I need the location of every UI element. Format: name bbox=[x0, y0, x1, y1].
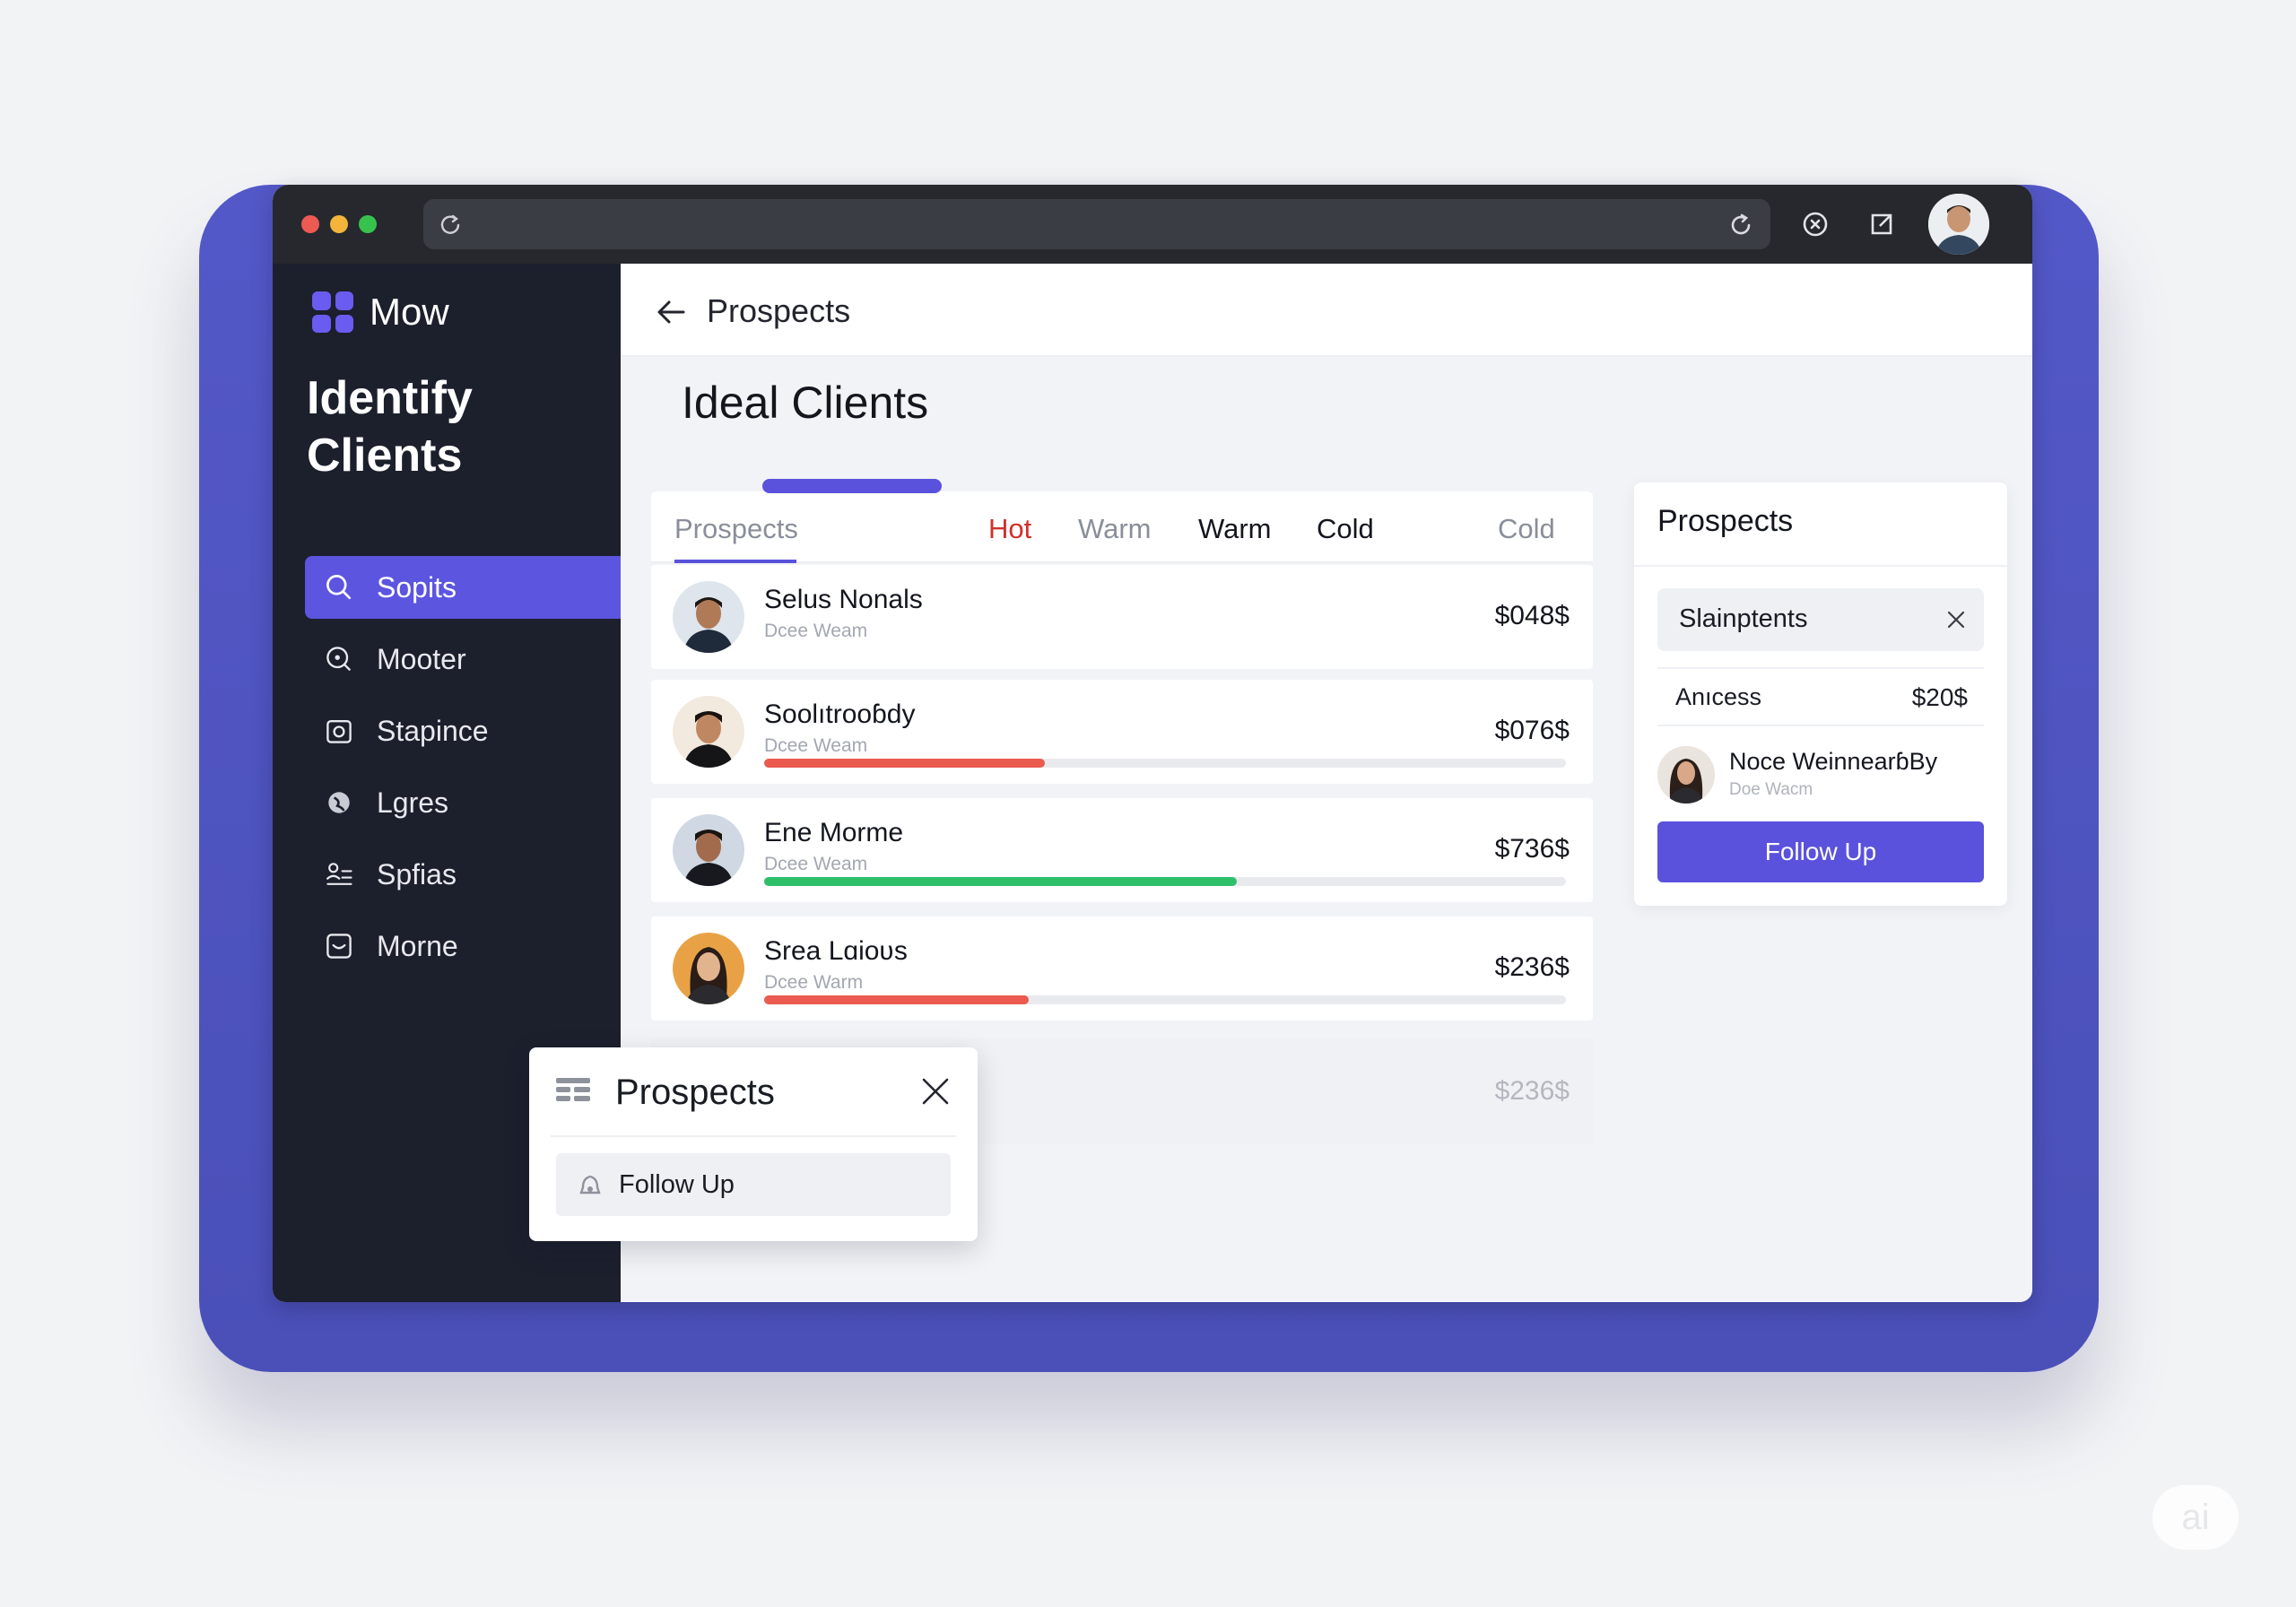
selected-prospect[interactable]: Noce WeinnearɓBy Doe Wacm bbox=[1657, 743, 1984, 805]
sidebar-item-label: Spfias bbox=[377, 857, 457, 890]
action-label: Follow Up bbox=[619, 1170, 735, 1199]
search-value: Slainptents bbox=[1679, 604, 1808, 633]
divider bbox=[551, 1135, 956, 1137]
sidebar-item-sopits[interactable]: Sopits bbox=[305, 556, 621, 619]
tab-indicator bbox=[762, 479, 942, 493]
divider bbox=[1634, 565, 2007, 567]
watermark-logo: ai bbox=[2152, 1485, 2239, 1550]
refresh-icon[interactable] bbox=[1727, 212, 1754, 239]
table-row[interactable]: Ene Morme Dcee Weam $736$ bbox=[651, 798, 1593, 902]
prospect-amount: $236$ bbox=[1494, 952, 1570, 982]
prospect-amount: $736$ bbox=[1494, 834, 1570, 864]
brand-name: Mow bbox=[370, 291, 449, 333]
panel-search-field[interactable]: Slainptents bbox=[1657, 588, 1984, 651]
panel-title: Prospects bbox=[1657, 504, 1794, 538]
address-bar[interactable] bbox=[423, 199, 1770, 249]
progress-bar bbox=[764, 995, 1566, 1004]
sidebar-title: Identify Clients bbox=[307, 372, 473, 482]
person-list-icon bbox=[321, 856, 357, 892]
close-window-dot[interactable] bbox=[301, 215, 319, 233]
tab-underline bbox=[674, 560, 796, 563]
cancel-icon[interactable] bbox=[1799, 208, 1831, 240]
prospect-amount: $048$ bbox=[1494, 601, 1570, 630]
avatar bbox=[673, 814, 744, 886]
page-header-title: Prospects bbox=[707, 292, 851, 329]
tab-cold[interactable]: Cold bbox=[1317, 513, 1374, 544]
prospect-name: Ene Morme bbox=[764, 818, 904, 847]
prospect-name: Srea Lɑioʋs bbox=[764, 936, 908, 966]
tab-warm[interactable]: Warm bbox=[1198, 513, 1272, 544]
progress-bar bbox=[764, 877, 1566, 886]
follow-up-action[interactable]: Follow Up bbox=[556, 1153, 951, 1216]
sidebar-item-label: Mooter bbox=[377, 642, 466, 675]
prospect-detail-panel: Prospects Slainptents Anıcess $20$ Noce … bbox=[1634, 482, 2007, 906]
sidebar-item-label: Sopits bbox=[377, 570, 457, 604]
user-avatar[interactable] bbox=[1928, 194, 1989, 255]
brand-logo-icon bbox=[312, 291, 353, 333]
avatar bbox=[1657, 746, 1715, 804]
sidebar-item-stapince[interactable]: Stapince bbox=[305, 699, 621, 762]
table-row[interactable]: Selus Nonals Dcee Weam $048$ bbox=[651, 565, 1593, 669]
progress-fill bbox=[764, 759, 1045, 768]
header: Prospects bbox=[621, 264, 2032, 357]
sidebar-item-label: Stapince bbox=[377, 714, 489, 747]
back-arrow-icon[interactable] bbox=[653, 294, 689, 330]
prospects-popup: Prospects Follow Up bbox=[529, 1047, 978, 1241]
tab-hot[interactable]: Hot bbox=[988, 513, 1032, 544]
summary-value: $20$ bbox=[1911, 683, 1968, 711]
prospect-name: Soolıtrooɓdy bbox=[764, 699, 916, 729]
prospect-amount: $076$ bbox=[1494, 716, 1570, 745]
camera-icon bbox=[321, 713, 357, 749]
avatar bbox=[673, 696, 744, 768]
page-title: Ideal Clients bbox=[682, 378, 929, 428]
reload-icon[interactable] bbox=[438, 212, 463, 237]
prospect-status: Dcee Warm bbox=[764, 972, 864, 993]
popup-title: Prospects bbox=[615, 1073, 775, 1112]
table-row[interactable]: Soolıtrooɓdy Dcee Weam $076$ bbox=[651, 680, 1593, 784]
sidebar-item-label: Lgres bbox=[377, 786, 449, 819]
tab-cold[interactable]: Cold bbox=[1498, 513, 1555, 544]
prospect-status: Dcee Weam bbox=[764, 854, 868, 874]
tab-prospects[interactable]: Prospects bbox=[674, 513, 798, 544]
prospect-name: Selus Nonals bbox=[764, 585, 923, 614]
sidebar-nav: Sopits Mooter Stapince Lgres bbox=[305, 556, 621, 986]
zoom-icon bbox=[321, 641, 357, 677]
minimize-window-dot[interactable] bbox=[330, 215, 348, 233]
table-icon bbox=[556, 1078, 590, 1101]
prospect-tabs: Prospects Hot Warm Warm Cold Cold bbox=[651, 479, 1593, 563]
prospect-amount: $236$ bbox=[1494, 1076, 1570, 1106]
follow-up-button[interactable]: Follow Up bbox=[1657, 821, 1984, 882]
share-icon[interactable] bbox=[1866, 208, 1898, 240]
progress-bar bbox=[764, 759, 1566, 768]
avatar bbox=[673, 933, 744, 1004]
table-row[interactable]: Srea Lɑioʋs Dcee Warm $236$ bbox=[651, 916, 1593, 1021]
summary-row: Anıcess $20$ bbox=[1657, 667, 1984, 726]
close-icon[interactable] bbox=[920, 1076, 951, 1107]
avatar bbox=[673, 581, 744, 653]
prospect-name: Noce WeinnearɓBy bbox=[1729, 748, 1938, 775]
sidebar-item-mooter[interactable]: Mooter bbox=[305, 628, 621, 691]
prospect-status: Dcee Weam bbox=[764, 735, 868, 756]
sidebar-item-spfias[interactable]: Spfias bbox=[305, 843, 621, 906]
globe-icon bbox=[321, 785, 357, 821]
sidebar-item-lgres[interactable]: Lgres bbox=[305, 771, 621, 834]
summary-label: Anıcess bbox=[1675, 683, 1762, 710]
bell-icon bbox=[579, 1175, 601, 1194]
progress-fill bbox=[764, 877, 1238, 886]
browser-chrome bbox=[273, 185, 2032, 264]
sidebar-item-label: Morne bbox=[377, 929, 458, 962]
prospect-status: Dcee Weam bbox=[764, 621, 868, 641]
prospect-status: Doe Wacm bbox=[1729, 780, 1813, 799]
search-icon bbox=[321, 569, 357, 605]
close-icon[interactable] bbox=[1944, 608, 1968, 631]
progress-fill bbox=[764, 995, 1030, 1004]
tab-warm[interactable]: Warm bbox=[1078, 513, 1152, 544]
sidebar-item-morne[interactable]: Morne bbox=[305, 915, 621, 977]
message-icon bbox=[321, 928, 357, 964]
maximize-window-dot[interactable] bbox=[359, 215, 377, 233]
brand[interactable]: Mow bbox=[312, 291, 449, 334]
